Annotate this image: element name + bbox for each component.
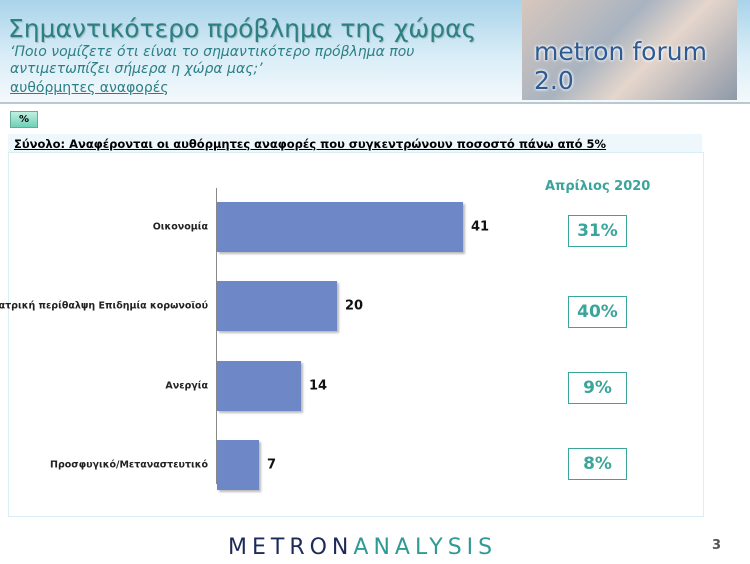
page-number: 3 bbox=[712, 538, 722, 553]
page-title: Σημαντικότερο πρόβλημα της χώρας bbox=[8, 14, 477, 43]
comparison-box: 8% bbox=[568, 448, 627, 480]
brand-footer: METRONANALYSIS bbox=[228, 535, 497, 560]
question-line: αντιμετωπίζει σήμερα η χώρα μας;’ bbox=[10, 61, 263, 77]
subtitle: αυθόρμητες αναφορές bbox=[10, 80, 169, 96]
bar bbox=[217, 202, 463, 252]
value-label: 20 bbox=[345, 298, 364, 314]
value-label: 7 bbox=[267, 457, 277, 473]
forum-logo: metron forum 2.0 bbox=[534, 37, 707, 95]
header-photo: metron forum 2.0 bbox=[522, 0, 737, 100]
comparison-box: 40% bbox=[568, 296, 627, 328]
header: Σημαντικότερο πρόβλημα της χώρας ‘Ποιο ν… bbox=[0, 0, 750, 104]
comparison-box: 31% bbox=[568, 215, 627, 247]
chart-panel bbox=[8, 152, 704, 517]
category-axis bbox=[216, 188, 217, 484]
question: ‘Ποιο νομίζετε ότι είναι το σημαντικότερ… bbox=[10, 44, 414, 78]
bar bbox=[217, 440, 259, 490]
value-label: 41 bbox=[471, 219, 490, 235]
category-label: Ανεργία bbox=[165, 380, 208, 392]
category-label: Οικονομία bbox=[152, 221, 208, 233]
brand-b: ANALYSIS bbox=[353, 535, 498, 560]
note: Σύνολο: Αναφέρονται οι αυθόρμητες αναφορ… bbox=[14, 137, 607, 151]
bar bbox=[217, 361, 301, 411]
note-bar bbox=[8, 134, 702, 152]
category-label: Προσφυγικό/Μεταναστευτικό bbox=[50, 459, 208, 471]
comparison-box: 9% bbox=[568, 372, 627, 404]
bar bbox=[217, 281, 337, 331]
category-label: Ιατρική περίθαλψη Επιδημία κορωνοϊού bbox=[0, 300, 208, 312]
value-label: 14 bbox=[309, 378, 328, 394]
brand-a: METRON bbox=[228, 535, 354, 560]
question-line: ‘Ποιο νομίζετε ότι είναι το σημαντικότερ… bbox=[10, 44, 415, 60]
unit-badge: % bbox=[10, 111, 38, 128]
comparison-label: Απρίλιος 2020 bbox=[545, 179, 651, 194]
